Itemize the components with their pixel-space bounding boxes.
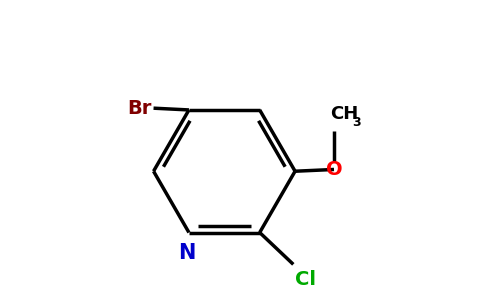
Text: O: O — [326, 160, 342, 179]
Text: Br: Br — [127, 99, 152, 118]
Text: Cl: Cl — [295, 270, 316, 289]
Text: CH: CH — [331, 106, 359, 124]
Text: N: N — [179, 243, 196, 263]
Text: 3: 3 — [352, 116, 361, 129]
